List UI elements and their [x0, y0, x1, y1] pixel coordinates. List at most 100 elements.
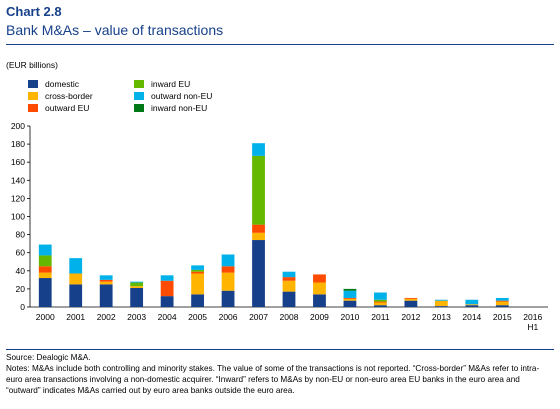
bar-segment-domestic [495, 305, 509, 307]
bar-segment-outward-eu [404, 297, 418, 299]
legend-item-outward-eu: outward EU [28, 103, 89, 113]
y-tick-label: 120 [11, 193, 25, 203]
x-tick-label: 2005 [188, 312, 207, 322]
bar-segment-cross-border [38, 272, 52, 279]
y-tick-label: 80 [16, 230, 26, 240]
bar-segment-inward-non-eu [343, 288, 357, 291]
bar-segment-outward-non-eu [160, 275, 174, 281]
bar-segment-outward-eu [252, 224, 265, 233]
bar-segment-outward-non-eu [69, 258, 83, 274]
y-tick-label: 100 [11, 212, 25, 222]
x-tick-label: 2011 [371, 312, 390, 322]
bar-segment-outward-eu [495, 300, 509, 302]
x-tick-label: 2003 [127, 312, 146, 322]
legend-item-domestic: domestic [28, 79, 79, 89]
bar-segment-cross-border [313, 282, 326, 295]
legend-swatch-inward-eu [134, 80, 144, 88]
y-tick-label: 180 [11, 139, 25, 149]
bar-segment-outward-non-eu [191, 265, 204, 270]
bar-segment-outward-non-eu [343, 290, 357, 298]
chart-notes: Source: Dealogic M&A. Notes: M&As includ… [6, 352, 554, 396]
bar-segment-cross-border [130, 286, 144, 288]
legend-label-outward-eu: outward EU [45, 103, 90, 113]
legend-label-inward-eu: inward EU [151, 79, 191, 89]
x-tick-label: H1 [527, 322, 538, 332]
y-tick-label: 0 [20, 302, 25, 312]
x-tick-label: 2016 [523, 312, 542, 322]
legend-item-inward-eu: inward EU [134, 79, 190, 89]
bar-segment-cross-border [465, 304, 479, 306]
unit-label: (EUR billions) [6, 60, 58, 70]
bar-segment-inward-eu [374, 299, 387, 302]
x-tick-label: 2001 [66, 312, 85, 322]
bar-segment-outward-eu [343, 297, 357, 299]
bar-segment-cross-border [434, 300, 448, 307]
y-tick-label: 40 [16, 266, 26, 276]
x-tick-label: 2015 [493, 312, 512, 322]
bar-segment-outward-non-eu [221, 254, 235, 267]
bar-segment-cross-border [374, 302, 387, 306]
bar-segment-domestic [343, 300, 357, 307]
x-tick-label: 2008 [280, 312, 299, 322]
notes-divider [6, 349, 554, 350]
bar-segment-outward-eu [221, 266, 235, 273]
bar-segment-outward-eu [160, 280, 174, 297]
legend-label-domestic: domestic [45, 79, 80, 89]
bar-segment-cross-border [191, 273, 204, 295]
bar-segment-cross-border [343, 298, 357, 301]
y-tick-label: 200 [11, 121, 25, 131]
bar-segment-domestic [374, 305, 387, 307]
bar-segment-inward-eu [130, 282, 144, 287]
y-tick-label: 20 [16, 284, 26, 294]
chart-title: Bank M&As – value of transactions [6, 22, 224, 38]
bar-segment-domestic [99, 284, 113, 307]
legend-item-cross-border: cross-border [28, 91, 93, 101]
legend-swatch-outward-non-eu [134, 92, 144, 100]
legend-label-cross-border: cross-border [45, 91, 93, 101]
legend-label-outward-non-eu: outward non-EU [151, 91, 213, 101]
x-tick-label: 2010 [340, 312, 359, 322]
bar-segment-outward-eu [374, 301, 387, 303]
notes-text: Notes: M&As include both controlling and… [6, 364, 540, 395]
chart-number: Chart 2.8 [6, 4, 62, 19]
bar-segment-outward-eu [99, 279, 113, 282]
bar-chart: 0 20 40 60 80 100 120 140 160 180 200 2000 2001 2002 2… [11, 121, 548, 332]
bar-segment-outward-non-eu [130, 281, 144, 283]
legend-label-inward-non-eu: inward non-EU [151, 103, 208, 113]
header-divider [6, 44, 554, 45]
bar-segment-outward-non-eu [374, 292, 387, 300]
bar-segment-inward-eu [38, 255, 52, 267]
x-tick-label: 2009 [310, 312, 329, 322]
legend-swatch-cross-border [28, 92, 38, 100]
bar-segment-outward-non-eu [38, 244, 52, 256]
bar-segment-domestic [160, 296, 174, 307]
x-tick-label: 2013 [432, 312, 451, 322]
bar-segment-domestic [252, 240, 265, 307]
bar-segment-cross-border [282, 280, 296, 292]
bar-segment-outward-non-eu [282, 271, 296, 278]
bar-segment-cross-border [495, 301, 509, 306]
bar-segment-domestic [38, 278, 52, 307]
bar-segment-domestic [221, 290, 235, 307]
bar-segment-outward-non-eu [252, 143, 265, 156]
bar-segment-domestic [130, 287, 144, 307]
x-tick-label: 2007 [249, 312, 268, 322]
bar-segment-outward-non-eu [99, 275, 113, 280]
legend-swatch-domestic [28, 80, 38, 88]
bar-segment-domestic [282, 291, 296, 307]
bar-segment-cross-border [99, 281, 113, 285]
bar-segment-domestic [404, 300, 418, 307]
x-tick-label: 2004 [158, 312, 177, 322]
bar-segment-domestic [69, 284, 83, 307]
bar-segment-inward-eu [191, 269, 204, 272]
bar-segment-cross-border [252, 232, 265, 241]
legend-swatch-outward-eu [28, 104, 38, 112]
bar-segment-domestic [465, 305, 479, 307]
legend-swatch-inward-non-eu [134, 104, 144, 112]
bar-segment-cross-border [69, 273, 83, 285]
y-tick-label: 60 [16, 248, 26, 258]
legend-item-outward-non-eu: outward non-EU [134, 91, 212, 101]
x-tick-label: 2014 [462, 312, 481, 322]
bar-segment-cross-border [221, 272, 235, 291]
bar-segment-outward-eu [38, 266, 52, 273]
